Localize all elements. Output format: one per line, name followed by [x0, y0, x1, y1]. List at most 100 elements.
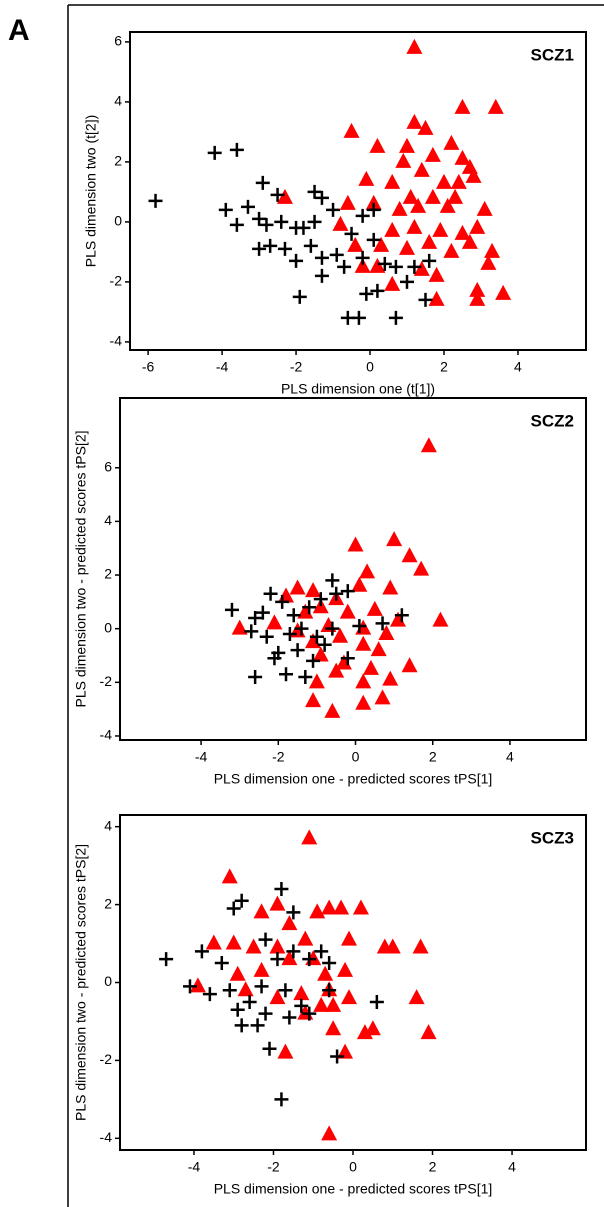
plus-point: [388, 310, 403, 325]
plus-point: [326, 202, 341, 217]
plot-frame: [119, 397, 587, 741]
y-tick-label: -4: [100, 727, 113, 743]
triangle-point: [424, 146, 441, 162]
y-tick-label: -4: [100, 1129, 113, 1145]
plus-point: [258, 932, 273, 947]
plus-point: [226, 901, 241, 916]
triangle-point: [269, 895, 286, 911]
triangle-point: [221, 868, 238, 884]
plus-point: [278, 983, 293, 998]
triangle-point: [412, 938, 429, 954]
triangle-point: [439, 197, 456, 213]
plus-point: [242, 994, 257, 1009]
plus-point: [250, 1018, 265, 1033]
plus-point: [229, 142, 244, 157]
plus-point: [259, 629, 274, 644]
triangle-point: [443, 242, 460, 258]
triangle-point: [337, 961, 354, 977]
triangle-point: [341, 930, 358, 946]
x-tick-label: 4: [508, 1159, 516, 1175]
triangle-point: [421, 233, 438, 249]
chart-title: SCZ2: [531, 411, 574, 430]
chart-title: SCZ1: [531, 45, 574, 64]
y-axis-label: PLS dimension two (t[2]): [83, 115, 99, 268]
plus-point: [286, 608, 301, 623]
triangle-point: [495, 284, 512, 300]
triangle-point: [413, 161, 430, 177]
triangle-point: [420, 437, 437, 453]
triangle-point: [389, 611, 406, 627]
plus-point: [290, 643, 305, 658]
y-tick-label: 2: [114, 153, 122, 169]
triangle-point: [406, 218, 423, 234]
plus-point: [148, 193, 163, 208]
triangle-point: [308, 673, 325, 689]
triangle-point: [484, 242, 501, 258]
plus-point: [314, 944, 329, 959]
triangle-point: [428, 290, 445, 306]
plus-point: [289, 253, 304, 268]
triangle-point: [354, 257, 371, 273]
plus-point: [252, 211, 267, 226]
plus-point: [270, 187, 285, 202]
plus-point: [263, 586, 278, 601]
triangle-point: [269, 989, 286, 1005]
triangle-point: [369, 257, 386, 273]
plus-point: [259, 217, 274, 232]
y-tick-label: 4: [114, 93, 122, 109]
triangle-point: [355, 635, 372, 651]
triangle-point: [347, 536, 364, 552]
triangle-point: [225, 934, 242, 950]
triangle-point: [253, 961, 270, 977]
y-tick-label: 6: [114, 33, 122, 49]
triangle-point: [281, 950, 298, 966]
plus-point: [214, 956, 229, 971]
plus-point: [296, 220, 311, 235]
plus-point: [248, 610, 263, 625]
triangle-point: [369, 137, 386, 153]
triangle-point: [359, 563, 376, 579]
x-tick-label: -4: [195, 749, 208, 765]
triangle-point: [399, 239, 416, 255]
plus-point: [274, 1092, 289, 1107]
y-axis-label: PLS dimension two - predicted scores tPS…: [73, 430, 89, 707]
triangle-point: [402, 188, 419, 204]
plus-point: [400, 274, 415, 289]
plus-point: [234, 893, 249, 908]
plus-point: [274, 882, 289, 897]
plus-point: [267, 651, 282, 666]
triangle-point: [189, 977, 206, 993]
plus-point: [252, 241, 267, 256]
triangle-point: [386, 531, 403, 547]
y-tick-label: 4: [104, 817, 112, 833]
plus-point: [302, 1006, 317, 1021]
plus-point: [422, 253, 437, 268]
triangle-point: [384, 173, 401, 189]
x-axis-label: PLS dimension one - predicted scores tPS…: [214, 1181, 493, 1197]
triangle-point: [395, 152, 412, 168]
plus-point: [330, 1049, 345, 1064]
triangle-point: [253, 903, 270, 919]
triangle-point: [305, 582, 322, 598]
plus-point: [366, 202, 381, 217]
x-tick-label: -2: [267, 1159, 280, 1175]
triangle-point: [476, 200, 493, 216]
triangle-point: [420, 1024, 437, 1040]
x-tick-label: -4: [216, 359, 229, 375]
triangle-point: [384, 221, 401, 237]
plus-point: [302, 600, 317, 615]
y-tick-label: -2: [100, 1051, 113, 1067]
triangle-point: [413, 260, 430, 276]
triangle-point: [278, 587, 295, 603]
plus-point: [282, 627, 297, 642]
triangle-point: [450, 173, 467, 189]
plus-point: [277, 241, 292, 256]
y-tick-label: -2: [100, 673, 113, 689]
plus-point: [182, 979, 197, 994]
chart-title: SCZ3: [531, 828, 574, 847]
triangle-point: [469, 281, 486, 297]
y-tick-label: 2: [104, 566, 112, 582]
triangle-point: [339, 603, 356, 619]
triangle-point: [229, 965, 246, 981]
plus-point: [307, 214, 322, 229]
